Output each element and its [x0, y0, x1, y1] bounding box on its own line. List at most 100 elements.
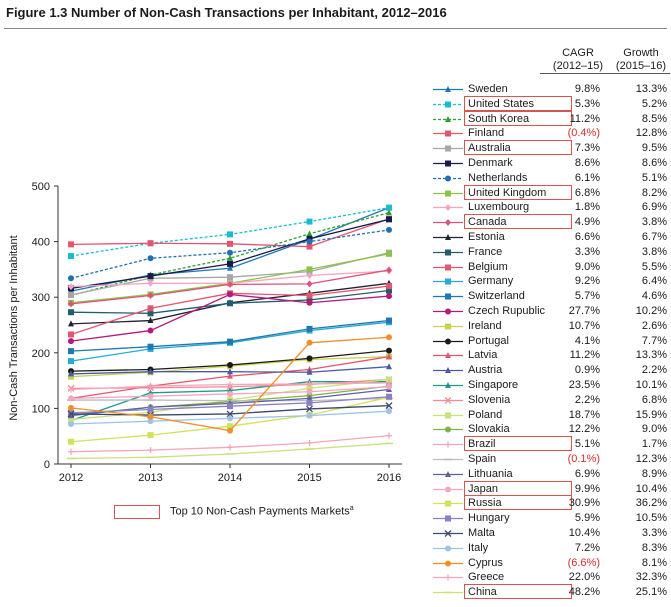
growth-value: 6.4%: [641, 275, 667, 288]
data-point: [386, 209, 392, 216]
data-point: [68, 395, 74, 402]
legend-country-name: Greece: [468, 571, 505, 584]
x-tick-label: 2012: [59, 472, 83, 484]
data-point: [68, 241, 74, 248]
legend-row-switzerland: Switzerland 5.7% 4.6%: [430, 289, 671, 304]
y-axis-label: Non-Cash Transactions per Inhabitant: [8, 235, 20, 420]
legend-row-china: China 48.2% 25.1%: [430, 584, 671, 600]
legend-swatch: [433, 234, 463, 240]
legend-swatch-marker: [445, 278, 451, 285]
data-point: [68, 253, 74, 260]
legend-country-name: Canada: [468, 216, 507, 229]
data-point: [68, 448, 74, 455]
data-point: [68, 373, 74, 380]
cagr-value: 48.2%: [568, 586, 600, 599]
data-point: [68, 331, 74, 338]
y-tick-label: 0: [44, 459, 50, 471]
legend-swatch: [433, 278, 463, 285]
legend-row-finland: Finland (0.4%) 12.8%: [430, 126, 671, 141]
data-point: [147, 368, 154, 375]
growth-value: 12.3%: [635, 453, 667, 465]
data-point: [147, 413, 154, 420]
top10-footnote-mark: a: [349, 505, 354, 512]
x-tick-label: 2013: [138, 472, 162, 484]
legend-country-name: Estonia: [468, 231, 505, 243]
data-point: [227, 274, 233, 281]
series-switzerland: [68, 317, 392, 355]
legend-swatch: [433, 574, 463, 581]
top10-highlight-box: [464, 584, 572, 600]
legend-country-name: Japan: [468, 482, 498, 495]
data-point: [306, 292, 313, 299]
growth-value: 8.1%: [641, 556, 667, 569]
legend-swatch-marker: [445, 204, 451, 212]
cagr-value: 9.2%: [574, 275, 600, 288]
growth-value: 10.1%: [635, 379, 667, 391]
legend-country-name: South Korea: [468, 112, 530, 125]
legend-country-name: Finland: [468, 127, 505, 140]
cagr-value: 6.9%: [574, 467, 600, 480]
legend-country-name: Poland: [468, 408, 503, 421]
legend-country-name: Malta: [468, 527, 495, 539]
legend-swatch-marker: [445, 500, 451, 507]
growth-value: 8.3%: [641, 541, 667, 554]
legend-row-slovakia: Slovakia 12.2% 9.0%: [430, 422, 671, 437]
figure-title: Figure 1.3 Number of Non-Cash Transactio…: [6, 5, 447, 20]
data-point: [385, 402, 393, 410]
series-czech-rupublic: [68, 291, 392, 345]
growth-value: 2.6%: [641, 319, 667, 332]
legend-country-name: Cyprus: [468, 556, 503, 569]
data-point: [386, 347, 392, 354]
cagr-header: CAGR (2012–15): [540, 47, 616, 74]
data-point: [68, 404, 74, 411]
series-belgium: [68, 283, 392, 338]
cagr-value: 7.3%: [574, 142, 600, 155]
top10-highlight-box: [464, 110, 572, 126]
legend-swatch-marker: [445, 367, 451, 374]
top10-highlight-box: [464, 214, 572, 230]
growth-value: 8.6%: [641, 157, 667, 169]
cagr-value: 30.9%: [568, 497, 600, 510]
top10-label: Top 10 Non-Cash Payments Markets: [170, 505, 350, 518]
data-point: [147, 393, 154, 400]
growth-value: 10.4%: [635, 482, 667, 495]
data-point: [386, 383, 392, 390]
y-tick-label: 300: [32, 292, 50, 304]
data-point: [227, 249, 233, 256]
legend-country-name: Ireland: [468, 319, 502, 332]
legend-row-russia: Russia 30.9% 36.2%: [430, 495, 671, 511]
cagr-value: 4.9%: [574, 216, 600, 229]
growth-value: 36.2%: [635, 497, 667, 510]
cagr-value: 9.9%: [574, 482, 600, 495]
cagr-value: 11.2%: [569, 349, 600, 362]
legend-swatch-marker: [445, 145, 451, 152]
legend-swatch: [433, 441, 463, 448]
data-point: [147, 240, 154, 247]
top10-highlight-box: [464, 95, 572, 111]
legend-country-name: Slovakia: [468, 423, 510, 436]
legend-country-name: Lithuania: [468, 467, 513, 480]
legend-row-lithuania: Lithuania 6.9% 8.9%: [430, 467, 671, 482]
legend-row-cyprus: Cyprus (6.6%) 8.1%: [430, 556, 671, 571]
legend-row-hungary: Hungary 5.9% 10.5%: [430, 511, 671, 526]
legend-swatch-marker: [445, 470, 451, 477]
legend-swatch: [433, 249, 463, 256]
data-point: [68, 338, 74, 345]
legend-swatch-marker: [445, 426, 451, 433]
data-point: [68, 275, 74, 282]
data-point: [386, 204, 392, 211]
legend-row-australia: Australia 7.3% 9.5%: [430, 140, 671, 156]
series-china: [67, 442, 393, 460]
data-point: [386, 283, 392, 290]
legend-country-name: Denmark: [468, 157, 513, 169]
data-point: [306, 394, 313, 401]
legend-swatch: [433, 86, 463, 92]
legend-country-name: France: [468, 245, 503, 258]
legend-swatch-marker: [444, 396, 452, 404]
cagr-value: 2.2%: [574, 393, 600, 406]
x-tick-label: 2016: [377, 472, 401, 484]
growth-value: 6.9%: [641, 201, 667, 214]
legend-row-south-korea: South Korea 11.2% 8.5%: [430, 110, 671, 127]
growth-value: 3.8%: [641, 216, 667, 229]
legend-row-netherlands: Netherlands 6.1% 5.1%: [430, 171, 671, 186]
